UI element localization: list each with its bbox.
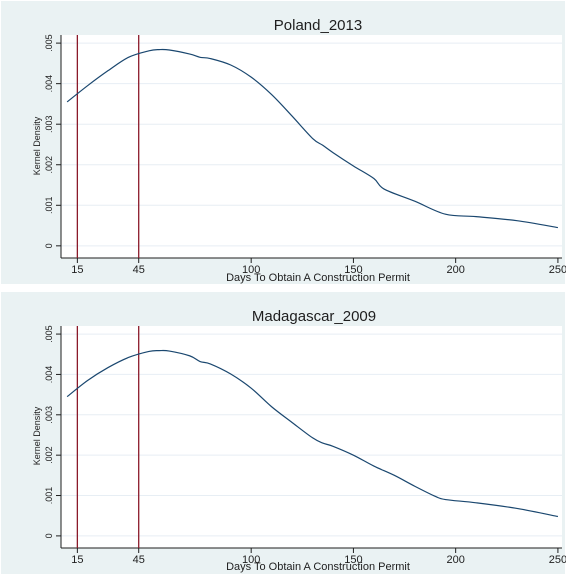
panel-poland-2013: Poland_2013 0 .001 .002 .003 .004 .005 15 45 10… bbox=[1, 1, 566, 284]
panel-madagascar-2009: Madagascar_2009 0 .001 .002 .003 .004 .005 15… bbox=[1, 292, 566, 574]
y-tick-label: .002 bbox=[44, 156, 54, 174]
y-tick-label: .004 bbox=[44, 75, 54, 93]
x-tick-label: 150 bbox=[344, 554, 362, 566]
gridlines bbox=[61, 42, 562, 247]
x-tick-label: 150 bbox=[344, 264, 362, 276]
x-tick-label: 250 bbox=[549, 264, 566, 276]
y-tick-label: .001 bbox=[44, 197, 54, 215]
y-tick-label: .005 bbox=[44, 34, 54, 52]
x-tick-label: 100 bbox=[242, 264, 260, 276]
x-tick-label: 15 bbox=[71, 554, 83, 566]
x-axis: 15 45 100 150 200 250 bbox=[61, 257, 566, 276]
chart-title: Poland_2013 bbox=[274, 17, 362, 34]
x-tick-label: 200 bbox=[446, 554, 464, 566]
y-tick-label: .001 bbox=[44, 487, 54, 505]
y-tick-label: 0 bbox=[44, 533, 54, 538]
x-tick-label: 15 bbox=[71, 264, 83, 276]
gridlines bbox=[61, 333, 562, 537]
x-tick-label: 250 bbox=[549, 554, 566, 566]
x-tick-label: 45 bbox=[133, 264, 145, 276]
density-curve bbox=[66, 48, 559, 229]
x-axis-label: Days To Obtain A Construction Permit bbox=[226, 561, 410, 573]
y-tick-label: .003 bbox=[44, 115, 54, 133]
x-axis-label: Days To Obtain A Construction Permit bbox=[226, 272, 410, 284]
y-axis-label: Kernel Density bbox=[32, 406, 42, 465]
plot-region bbox=[61, 35, 562, 258]
y-axis-label: Kernel Density bbox=[32, 116, 42, 175]
chart-title: Madagascar_2009 bbox=[252, 308, 376, 325]
reference-lines bbox=[76, 35, 140, 258]
y-tick-label: 0 bbox=[44, 243, 54, 248]
y-tick-label: .005 bbox=[44, 325, 54, 343]
density-curve bbox=[66, 349, 559, 518]
x-tick-label: 200 bbox=[446, 264, 464, 276]
reference-lines bbox=[76, 326, 140, 548]
x-axis: 15 45 100 150 200 250 bbox=[61, 547, 566, 566]
y-axis: 0 .001 .002 .003 .004 .005 bbox=[44, 325, 62, 548]
x-tick-label: 45 bbox=[133, 554, 145, 566]
x-tick-label: 100 bbox=[242, 554, 260, 566]
y-tick-label: .002 bbox=[44, 446, 54, 464]
y-tick-label: .003 bbox=[44, 406, 54, 424]
y-axis: 0 .001 .002 .003 .004 .005 bbox=[44, 34, 62, 258]
y-tick-label: .004 bbox=[44, 366, 54, 384]
